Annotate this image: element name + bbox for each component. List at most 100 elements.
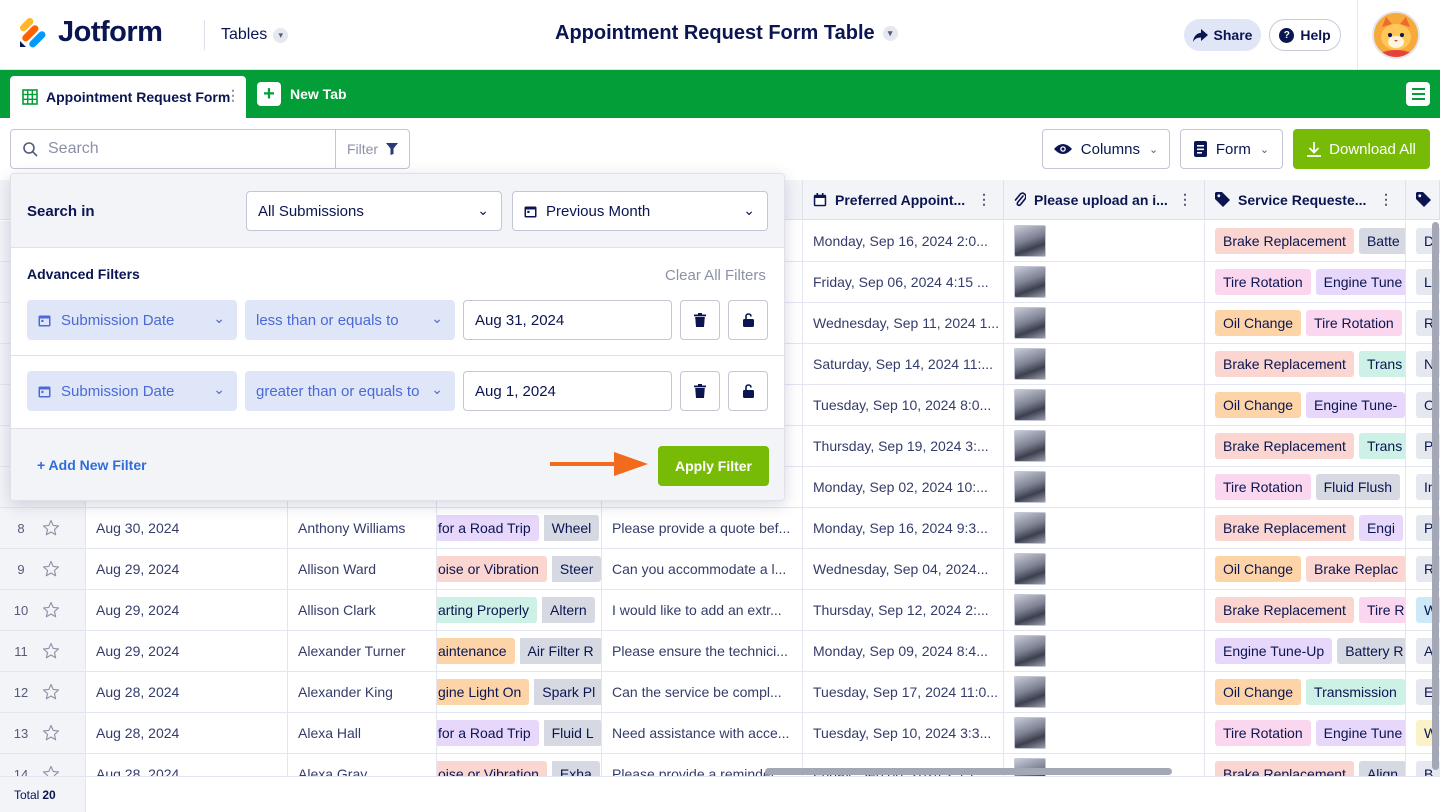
table-row[interactable]: 11 Aug 29, 2024 Alexander Turner aintenance…: [0, 631, 1440, 672]
filter-operator-select-2[interactable]: greater than or equals to ⌄: [245, 371, 455, 411]
name-cell[interactable]: Anthony Williams: [288, 508, 437, 548]
columns-button[interactable]: Columns ⌄: [1042, 129, 1170, 169]
submission-date-cell[interactable]: Aug 29, 2024: [86, 549, 288, 589]
column-header-next[interactable]: [1406, 180, 1440, 220]
clear-all-filters-link[interactable]: Clear All Filters: [665, 267, 766, 284]
car-photo-thumbnail[interactable]: [1014, 635, 1046, 667]
delete-filter-button-2[interactable]: [680, 371, 720, 411]
name-cell[interactable]: Alexa Hall: [288, 713, 437, 753]
table-menu-button[interactable]: [1406, 82, 1430, 106]
help-button[interactable]: ? Help: [1269, 19, 1341, 51]
preferred-appointment-cell[interactable]: Wednesday, Sep 11, 2024 1...: [803, 303, 1004, 343]
share-button[interactable]: Share: [1184, 19, 1261, 51]
note-cell[interactable]: Please provide a quote bef...: [602, 508, 803, 548]
note-cell[interactable]: [602, 426, 803, 466]
preferred-appointment-cell[interactable]: Monday, Sep 16, 2024 2:0...: [803, 221, 1004, 261]
more-vertical-icon[interactable]: ⋮: [977, 191, 991, 207]
apply-filter-button[interactable]: Apply Filter: [658, 446, 769, 486]
submission-date-cell[interactable]: Aug 28, 2024: [86, 713, 288, 753]
note-cell[interactable]: I would like to add an extr...: [602, 590, 803, 630]
star-icon[interactable]: [42, 560, 60, 578]
delete-filter-button-1[interactable]: [680, 300, 720, 340]
table-row[interactable]: 9 Aug 29, 2024 Allison Ward oise or Vibrati…: [0, 549, 1440, 590]
form-button[interactable]: Form ⌄: [1180, 129, 1283, 169]
car-photo-thumbnail[interactable]: [1014, 307, 1046, 339]
name-cell[interactable]: Allison Ward: [288, 549, 437, 589]
service-tags-cell[interactable]: Tire Rotation Fluid Flush: [1205, 467, 1406, 507]
preferred-appointment-cell[interactable]: Tuesday, Sep 17, 2024 11:0...: [803, 672, 1004, 712]
service-tags-cell[interactable]: Oil Change Engine Tune-: [1205, 385, 1406, 425]
preferred-appointment-cell[interactable]: Thursday, Sep 19, 2024 3:...: [803, 426, 1004, 466]
car-photo-thumbnail[interactable]: [1014, 717, 1046, 749]
search-input[interactable]: [48, 140, 308, 158]
service-tags-cell[interactable]: Tire Rotation Engine Tune: [1205, 713, 1406, 753]
lock-filter-button-1[interactable]: [728, 300, 768, 340]
filter-value-input-1[interactable]: Aug 31, 2024: [463, 300, 672, 340]
name-cell[interactable]: Allison Clark: [288, 590, 437, 630]
service-tags-cell[interactable]: Oil Change Tire Rotation: [1205, 303, 1406, 343]
column-header-service-requested[interactable]: Service Requeste... ⋮: [1205, 180, 1406, 220]
car-photo-thumbnail[interactable]: [1014, 594, 1046, 626]
issue-tags-cell[interactable]: for a Road Trip Wheel: [437, 508, 602, 548]
service-tags-cell[interactable]: Brake Replacement Engi: [1205, 508, 1406, 548]
upload-cell[interactable]: [1004, 467, 1205, 507]
note-cell[interactable]: [602, 221, 803, 261]
service-tags-cell[interactable]: Tire Rotation Engine Tune: [1205, 262, 1406, 302]
service-tags-cell[interactable]: Oil Change Transmission: [1205, 672, 1406, 712]
car-photo-thumbnail[interactable]: [1014, 471, 1046, 503]
star-icon[interactable]: [42, 683, 60, 701]
car-photo-thumbnail[interactable]: [1014, 553, 1046, 585]
tab-appointment-request-form[interactable]: Appointment Request Form ⋮: [10, 76, 246, 118]
download-all-button[interactable]: Download All: [1293, 129, 1430, 169]
name-cell[interactable]: Alexander Turner: [288, 631, 437, 671]
preferred-appointment-cell[interactable]: Friday, Sep 06, 2024 4:15 ...: [803, 262, 1004, 302]
tables-switcher[interactable]: Tables ▾: [204, 20, 289, 50]
car-photo-thumbnail[interactable]: [1014, 676, 1046, 708]
upload-cell[interactable]: [1004, 385, 1205, 425]
service-tags-cell[interactable]: Brake Replacement Batte: [1205, 221, 1406, 261]
note-cell[interactable]: Need assistance with acce...: [602, 713, 803, 753]
issue-tags-cell[interactable]: arting Properly Altern: [437, 590, 602, 630]
issue-tags-cell[interactable]: oise or Vibration Steer: [437, 549, 602, 589]
preferred-appointment-cell[interactable]: Tuesday, Sep 10, 2024 8:0...: [803, 385, 1004, 425]
car-photo-thumbnail[interactable]: [1014, 512, 1046, 544]
new-tab-button[interactable]: + New Tab: [257, 82, 347, 106]
note-cell[interactable]: Can the service be compl...: [602, 672, 803, 712]
table-row[interactable]: 13 Aug 28, 2024 Alexa Hall for a Road Trip F…: [0, 713, 1440, 754]
horizontal-scrollbar[interactable]: [765, 768, 1172, 775]
issue-tags-cell[interactable]: aintenance Air Filter R: [437, 631, 602, 671]
service-tags-cell[interactable]: Brake Replacement Tire R: [1205, 590, 1406, 630]
page-title[interactable]: Appointment Request Form Table ▾: [555, 22, 898, 45]
submission-date-cell[interactable]: Aug 29, 2024: [86, 590, 288, 630]
preferred-appointment-cell[interactable]: Thursday, Sep 12, 2024 2:...: [803, 590, 1004, 630]
table-row[interactable]: 10 Aug 29, 2024 Allison Clark arting Proper…: [0, 590, 1440, 631]
upload-cell[interactable]: [1004, 426, 1205, 466]
service-tags-cell[interactable]: Oil Change Brake Replac: [1205, 549, 1406, 589]
preferred-appointment-cell[interactable]: Wednesday, Sep 04, 2024...: [803, 549, 1004, 589]
issue-tags-cell[interactable]: for a Road Trip Fluid L: [437, 713, 602, 753]
submission-date-cell[interactable]: Aug 30, 2024: [86, 508, 288, 548]
filter-field-select-2[interactable]: Submission Date ⌄: [27, 371, 237, 411]
upload-cell[interactable]: [1004, 590, 1205, 630]
preferred-appointment-cell[interactable]: Tuesday, Sep 10, 2024 3:3...: [803, 713, 1004, 753]
date-period-select[interactable]: Previous Month ⌄: [512, 191, 768, 231]
avatar[interactable]: [1372, 11, 1420, 59]
service-tags-cell[interactable]: Brake Replacement Trans: [1205, 344, 1406, 384]
preferred-appointment-cell[interactable]: Monday, Sep 02, 2024 10:...: [803, 467, 1004, 507]
search-field[interactable]: [10, 129, 336, 169]
filter-field-select-1[interactable]: Submission Date ⌄: [27, 300, 237, 340]
more-vertical-icon[interactable]: ⋮: [1178, 191, 1192, 207]
car-photo-thumbnail[interactable]: [1014, 225, 1046, 257]
submission-date-cell[interactable]: Aug 28, 2024: [86, 672, 288, 712]
vertical-scrollbar[interactable]: [1432, 222, 1439, 770]
filter-operator-select-1[interactable]: less than or equals to ⌄: [245, 300, 455, 340]
upload-cell[interactable]: [1004, 221, 1205, 261]
lock-filter-button-2[interactable]: [728, 371, 768, 411]
car-photo-thumbnail[interactable]: [1014, 266, 1046, 298]
note-cell[interactable]: [602, 303, 803, 343]
car-photo-thumbnail[interactable]: [1014, 348, 1046, 380]
note-cell[interactable]: [602, 262, 803, 302]
filter-value-input-2[interactable]: Aug 1, 2024: [463, 371, 672, 411]
service-tags-cell[interactable]: Brake Replacement Trans: [1205, 426, 1406, 466]
upload-cell[interactable]: [1004, 262, 1205, 302]
